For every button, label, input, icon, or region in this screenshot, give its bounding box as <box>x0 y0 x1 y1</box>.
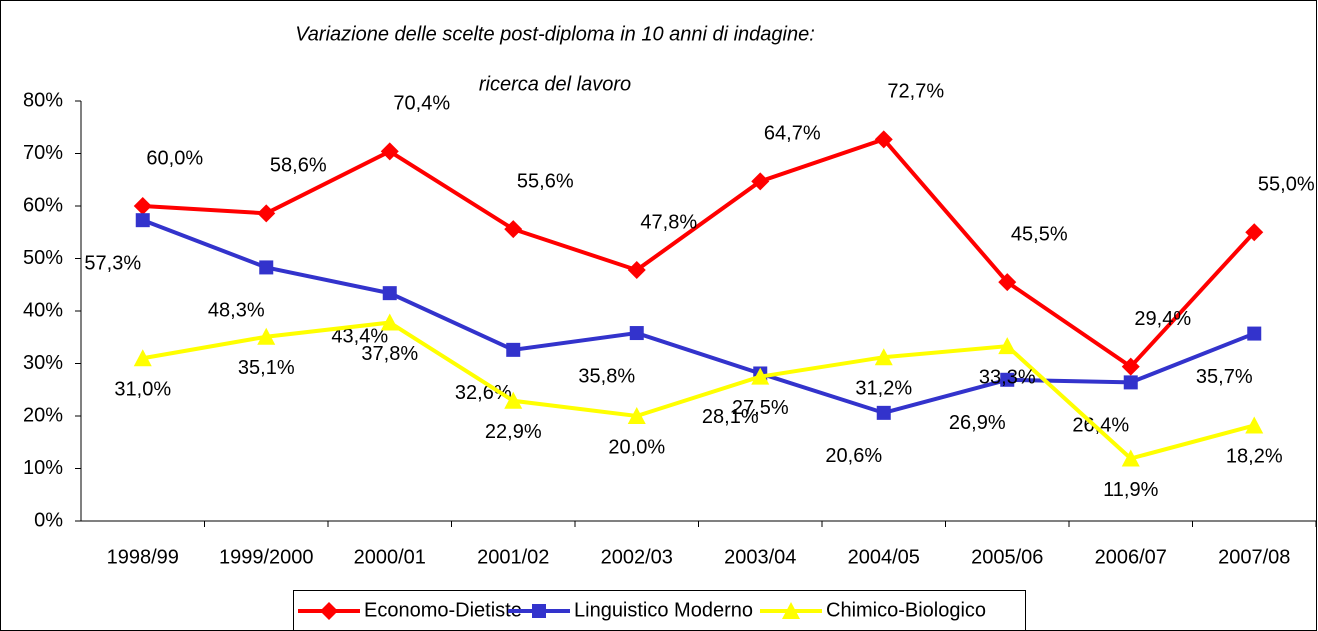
data-label: 47,8% <box>640 211 697 233</box>
x-tick-label: 2006/07 <box>1095 546 1167 568</box>
data-label: 43,4% <box>331 325 388 347</box>
data-point <box>1245 223 1264 242</box>
y-tick-label: 80% <box>23 89 63 111</box>
x-tick-label: 2004/05 <box>848 546 920 568</box>
data-point <box>257 204 276 223</box>
data-point <box>506 342 521 357</box>
series-line <box>142 320 1255 461</box>
x-tick-label: 1999/2000 <box>219 546 314 568</box>
x-tick-label: 2005/06 <box>971 546 1043 568</box>
data-point <box>1000 372 1015 387</box>
x-tick-label: 2001/02 <box>477 546 549 568</box>
data-point <box>135 213 150 228</box>
data-label: 37,8% <box>361 343 418 365</box>
x-tick-label: 2002/03 <box>601 546 673 568</box>
y-tick-label: 70% <box>23 142 63 164</box>
data-label: 22,9% <box>485 421 542 443</box>
data-point <box>380 142 399 161</box>
data-point <box>257 327 276 345</box>
data-label: 55,6% <box>517 170 574 192</box>
data-label: 33,3% <box>979 366 1036 388</box>
data-point <box>998 337 1017 355</box>
legend-marker <box>532 604 546 618</box>
data-label: 35,1% <box>238 357 295 379</box>
data-point <box>751 172 770 191</box>
data-point <box>874 348 893 366</box>
data-point <box>876 405 891 420</box>
series-line <box>142 136 1256 370</box>
data-label: 26,9% <box>949 412 1006 434</box>
x-tick-label: 2007/08 <box>1218 546 1290 568</box>
legend-marker <box>320 602 338 620</box>
chart-title: ricerca del lavoro <box>479 73 631 95</box>
legend-label: Economo-Dietiste <box>364 599 522 621</box>
data-label: 48,3% <box>208 300 265 322</box>
data-label: 18,2% <box>1226 446 1283 468</box>
data-label: 35,8% <box>578 365 635 387</box>
data-label: 58,6% <box>270 155 327 177</box>
y-tick-label: 0% <box>34 509 63 531</box>
data-point <box>259 260 274 275</box>
data-label: 72,7% <box>887 81 944 103</box>
chart-title: Variazione delle scelte post-diploma in … <box>295 23 815 45</box>
y-tick-label: 10% <box>23 457 63 479</box>
y-tick-label: 50% <box>23 247 63 269</box>
y-tick-label: 30% <box>23 352 63 374</box>
data-label: 55,0% <box>1258 174 1315 196</box>
data-point <box>751 367 770 385</box>
data-label: 60,0% <box>146 147 203 169</box>
data-point <box>1245 416 1264 434</box>
data-point <box>1121 449 1140 467</box>
data-point <box>1123 375 1138 390</box>
data-point <box>874 130 893 149</box>
legend-label: Linguistico Moderno <box>574 599 753 621</box>
data-point <box>382 286 397 301</box>
data-label: 31,2% <box>855 377 912 399</box>
legend-marker <box>782 602 800 619</box>
x-tick-label: 2000/01 <box>354 546 426 568</box>
data-label: 20,6% <box>825 445 882 467</box>
data-point <box>627 407 646 424</box>
data-label: 32,6% <box>455 382 512 404</box>
data-point <box>133 197 152 215</box>
y-tick-label: 60% <box>23 194 63 216</box>
data-point <box>1247 326 1262 341</box>
data-label: 11,9% <box>1103 479 1158 501</box>
data-point <box>629 326 644 341</box>
x-tick-label: 1998/99 <box>107 546 179 568</box>
series-line <box>142 218 1255 415</box>
x-tick-label: 2003/04 <box>724 546 796 568</box>
y-tick-label: 40% <box>23 299 63 321</box>
data-point <box>133 349 152 367</box>
data-label: 64,7% <box>764 123 821 145</box>
data-point <box>380 313 399 331</box>
legend <box>293 590 1026 631</box>
legend-label: Chimico-Biologico <box>826 599 986 621</box>
data-label: 29,4% <box>1134 308 1191 330</box>
data-label: 57,3% <box>84 252 141 274</box>
data-label: 28,1% <box>702 406 759 428</box>
data-point <box>504 391 523 409</box>
data-label: 45,5% <box>1011 223 1068 245</box>
data-point <box>1121 357 1140 376</box>
data-point <box>998 273 1017 292</box>
y-tick-label: 20% <box>23 404 63 426</box>
data-point <box>627 261 646 280</box>
data-label: 27,5% <box>732 397 789 419</box>
data-label: 70,4% <box>393 93 450 115</box>
data-point <box>504 220 523 239</box>
data-label: 35,7% <box>1196 366 1253 388</box>
data-label: 20,0% <box>608 436 665 458</box>
data-label: 31,0% <box>114 379 171 401</box>
